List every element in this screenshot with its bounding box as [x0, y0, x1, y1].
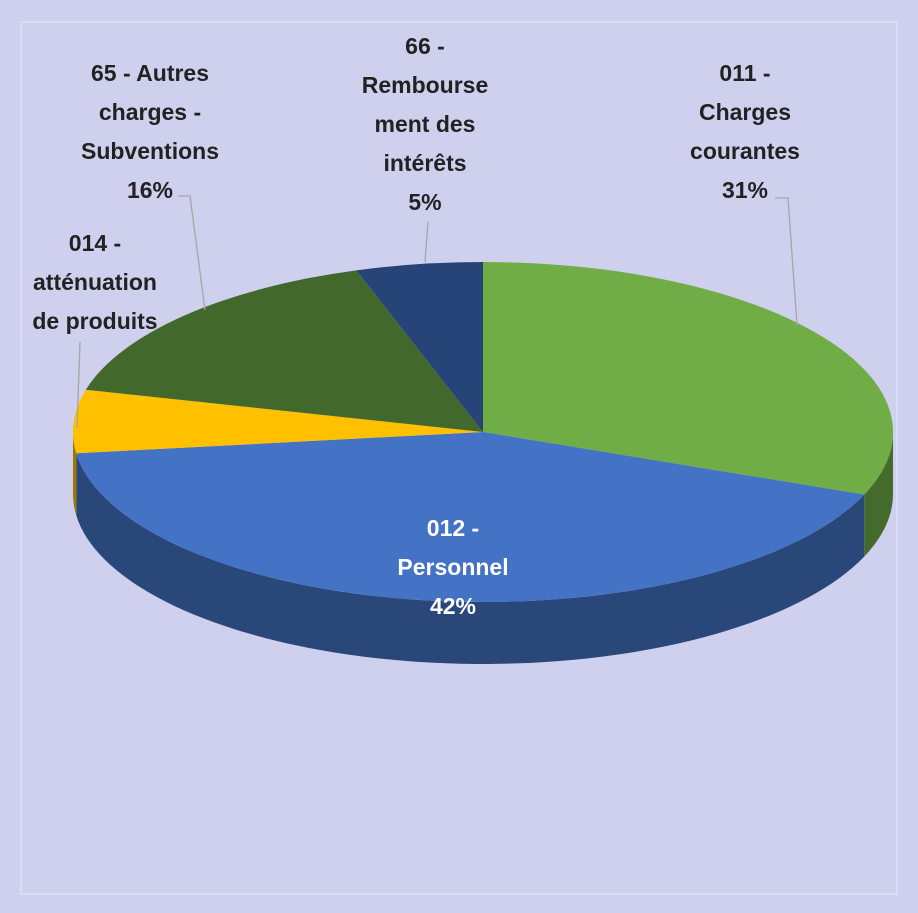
data-label-value: 5%: [408, 189, 441, 215]
label-line: Subventions: [81, 138, 219, 164]
label-line: ment des: [375, 111, 476, 137]
slice-top: [85, 270, 483, 432]
plot-frame: [20, 21, 898, 895]
label-line: de produits: [32, 308, 157, 334]
slice-top: [483, 262, 894, 495]
label-line: 014 -: [69, 230, 121, 256]
data-label-value: 31%: [722, 177, 768, 203]
data-label-category: 014 - atténuation de produits: [32, 230, 157, 334]
label-line: 66 -: [405, 33, 445, 59]
slice-side: [864, 432, 893, 557]
leader-line: [76, 341, 81, 429]
leader-line: [775, 197, 798, 326]
slice: [85, 270, 483, 432]
data-label-value: 42%: [430, 593, 476, 619]
label-line: Rembourse: [362, 72, 489, 98]
slice: [73, 389, 483, 516]
data-label-value: 16%: [127, 177, 173, 203]
slice-top: [356, 262, 483, 432]
leader-line: [178, 195, 206, 311]
slice: [356, 262, 483, 432]
label-line: courantes: [690, 138, 800, 164]
slice: [483, 262, 894, 557]
slice: [76, 432, 865, 664]
data-label-category: 012 - Personnel: [397, 515, 508, 580]
slice-side: [76, 453, 865, 664]
label-line: 65 - Autres: [91, 60, 209, 86]
slice-top: [76, 432, 865, 602]
data-label-category: 011 - Charges courantes: [690, 60, 800, 164]
label-line: 011 -: [719, 60, 770, 86]
data-label-category: 65 - Autres charges - Subventions: [81, 60, 219, 164]
slice-top: [73, 389, 483, 454]
label-line: intérêts: [383, 150, 466, 176]
label-line: Personnel: [397, 554, 508, 580]
label-line: 012 -: [427, 515, 479, 541]
label-line: Charges: [699, 99, 791, 125]
leader-line: [424, 221, 429, 263]
data-label-category: 66 - Rembourse ment des intérêts: [362, 33, 489, 176]
slice-side: [73, 432, 77, 516]
label-line: charges -: [99, 99, 201, 125]
label-line: atténuation: [33, 269, 157, 295]
